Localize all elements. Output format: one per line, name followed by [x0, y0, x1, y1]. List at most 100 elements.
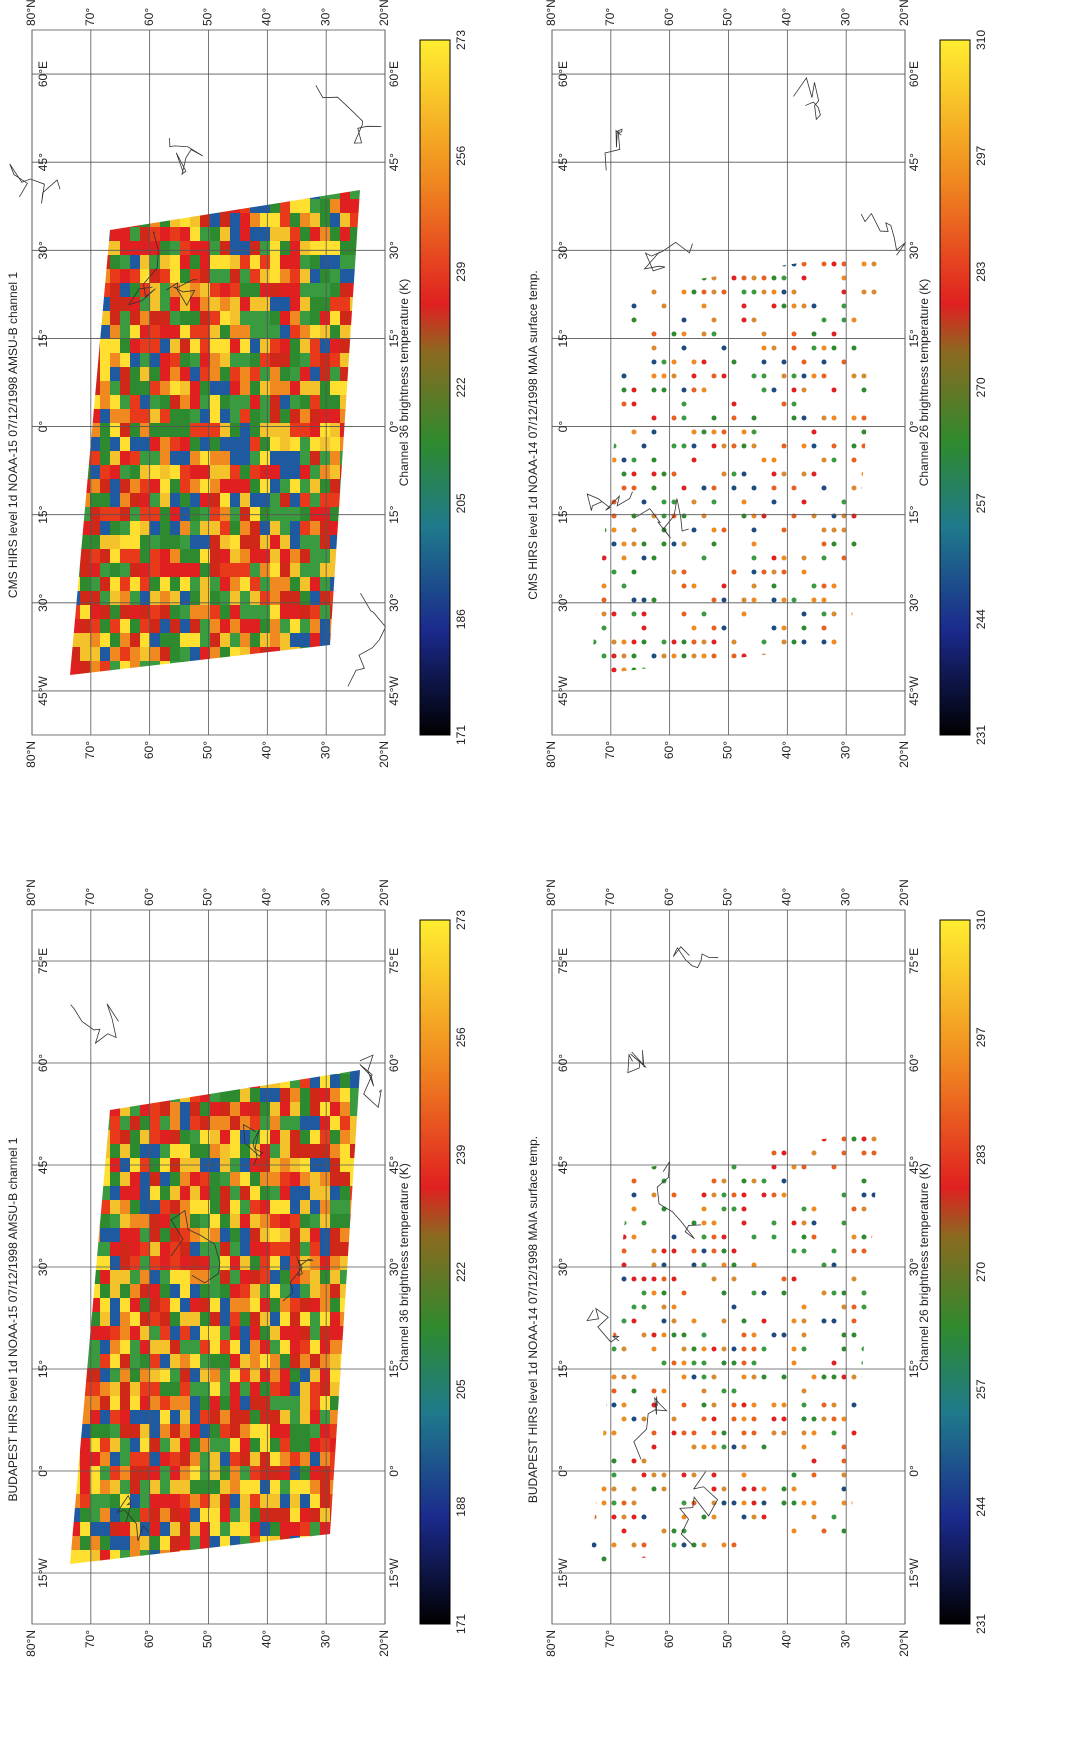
swath-cell — [350, 423, 360, 437]
swath-cell — [290, 619, 300, 633]
swath-cell — [160, 297, 170, 311]
swath-cell — [320, 437, 330, 451]
swath-cell — [100, 1382, 110, 1396]
swath-cell — [90, 269, 100, 283]
swath-dot — [742, 276, 747, 281]
swath-cell — [120, 1214, 130, 1228]
swath-cell — [280, 395, 290, 409]
swath-cell — [320, 213, 330, 227]
swath-cell — [180, 479, 190, 493]
swath-dot — [712, 1221, 717, 1226]
swath-cell — [90, 1242, 100, 1256]
swath-cell — [70, 1060, 80, 1074]
swath-cell — [260, 1354, 270, 1368]
swath-cell — [320, 381, 330, 395]
swath-cell — [180, 227, 190, 241]
swath-cell — [280, 1326, 290, 1340]
swath-dot — [632, 528, 637, 533]
swath-cell — [130, 227, 140, 241]
swath-cell — [70, 479, 80, 493]
swath-cell — [320, 605, 330, 619]
swath-cell — [160, 437, 170, 451]
swath-cell — [100, 185, 110, 199]
swath-cell — [80, 1270, 90, 1284]
swath-dot — [772, 486, 777, 491]
swath-cell — [160, 185, 170, 199]
swath-cell — [80, 1312, 90, 1326]
swath-cell — [110, 1060, 120, 1074]
swath-cell — [270, 1060, 280, 1074]
swath-cell — [160, 1382, 170, 1396]
swath-cell — [280, 241, 290, 255]
swath-cell — [300, 297, 310, 311]
swath-cell — [220, 1228, 230, 1242]
swath-cell — [290, 1172, 300, 1186]
swath-cell — [290, 269, 300, 283]
swath-cell — [170, 465, 180, 479]
swath-cell — [190, 479, 200, 493]
swath-cell — [80, 1536, 90, 1550]
swath-cell — [130, 1326, 140, 1340]
swath-cell — [350, 1340, 360, 1354]
swath-dot — [592, 1431, 597, 1436]
swath-cell — [290, 1508, 300, 1522]
swath-dot — [642, 262, 647, 267]
swath-cell — [90, 1116, 100, 1130]
swath-cell — [160, 521, 170, 535]
swath-cell — [210, 1340, 220, 1354]
swath-cell — [90, 507, 100, 521]
swath-cell — [140, 451, 150, 465]
swath-cell — [210, 423, 220, 437]
swath-dot — [632, 1515, 637, 1520]
swath-cell — [270, 605, 280, 619]
swath-cell — [180, 1508, 190, 1522]
swath-cell — [70, 1130, 80, 1144]
swath-dot — [812, 668, 817, 673]
swath-cell — [180, 1326, 190, 1340]
swath-cell — [90, 1396, 100, 1410]
swath-cell — [210, 1312, 220, 1326]
swath-dot — [682, 1347, 687, 1352]
swath-cell — [80, 199, 90, 213]
swath-cell — [350, 507, 360, 521]
swath-cell — [340, 619, 350, 633]
longitude-label: 0° — [556, 421, 570, 433]
swath-dot — [842, 1305, 847, 1310]
swath-cell — [160, 563, 170, 577]
swath-cell — [260, 521, 270, 535]
swath-cell — [130, 269, 140, 283]
swath-cell — [190, 507, 200, 521]
swath-cell — [210, 1410, 220, 1424]
swath-cell — [290, 465, 300, 479]
swath-cell — [170, 1382, 180, 1396]
swath-cell — [110, 661, 120, 675]
swath-cell — [350, 269, 360, 283]
swath-dot — [652, 360, 657, 365]
colorbar-tick-label: 310 — [974, 910, 988, 930]
swath-dot — [612, 1487, 617, 1492]
swath-cell — [150, 1424, 160, 1438]
swath-cell — [340, 311, 350, 325]
swath-cell — [280, 493, 290, 507]
swath-cell — [300, 1074, 310, 1088]
swath-cell — [320, 367, 330, 381]
swath-cell — [130, 1410, 140, 1424]
colorbar-tick-label: 297 — [974, 146, 988, 166]
swath-dot — [822, 598, 827, 603]
swath-dot — [802, 1319, 807, 1324]
swath-cell — [270, 1228, 280, 1242]
swath-cell — [260, 395, 270, 409]
swath-dot — [842, 262, 847, 267]
swath-cell — [170, 1466, 180, 1480]
swath-dot — [592, 262, 597, 267]
swath-cell — [190, 1466, 200, 1480]
swath-cell — [170, 1508, 180, 1522]
swath-cell — [100, 1368, 110, 1382]
swath-cell — [220, 1312, 230, 1326]
swath-cell — [250, 535, 260, 549]
swath-cell — [350, 227, 360, 241]
swath-cell — [210, 1228, 220, 1242]
swath-cell — [350, 479, 360, 493]
swath-dot — [762, 1291, 767, 1296]
swath-dot — [692, 626, 697, 631]
